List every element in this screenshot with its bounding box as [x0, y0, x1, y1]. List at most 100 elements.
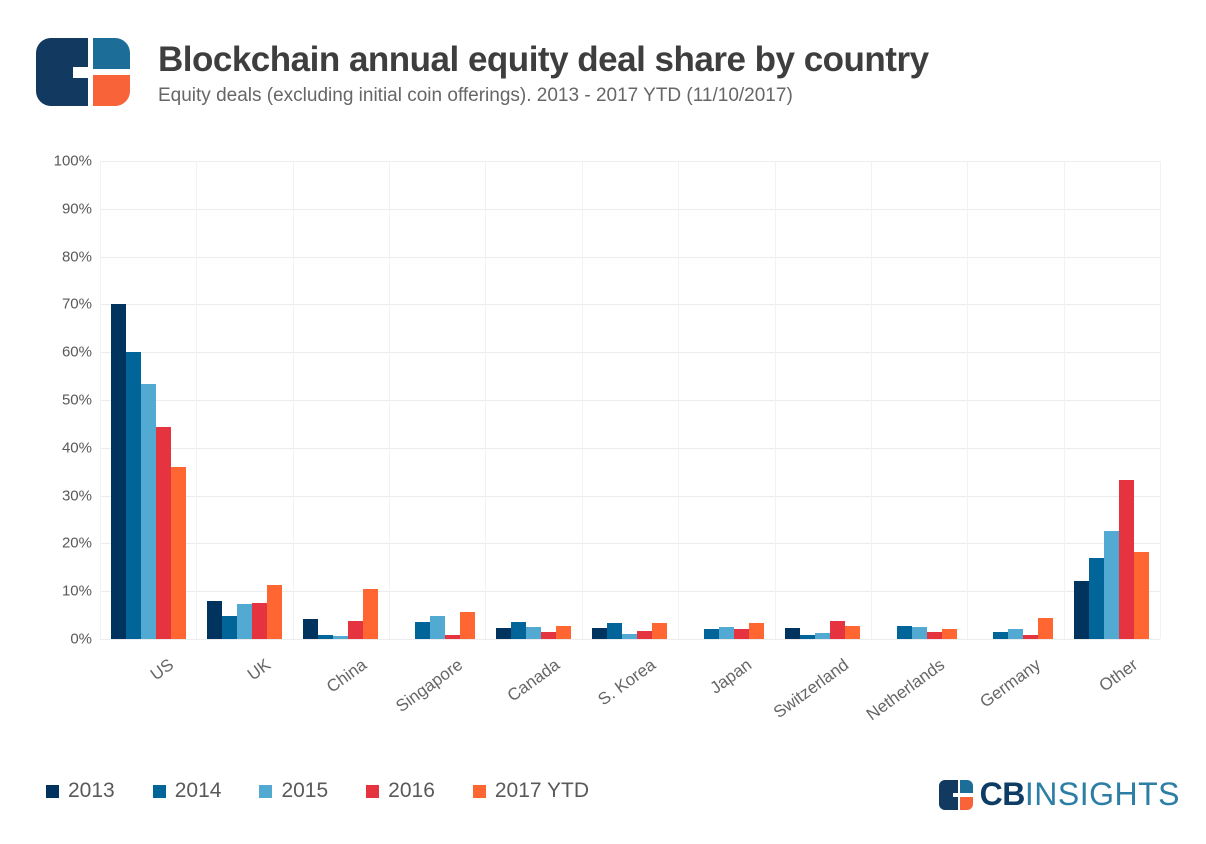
- category-boundary-line: [389, 161, 391, 639]
- bar-canada-2017-ytd: [556, 626, 572, 639]
- bar-other-2015: [1104, 530, 1120, 639]
- y-tick-label: 20%: [61, 534, 92, 552]
- legend-item-2017-ytd: 2017 YTD: [472, 779, 589, 803]
- bar-switzerland-2014: [800, 635, 816, 639]
- legend-label: 2013: [68, 779, 115, 802]
- gridline: [100, 543, 1160, 545]
- bar-canada-2016: [541, 631, 557, 639]
- legend-swatch-2017-ytd: [472, 784, 486, 798]
- bar-switzerland-2015: [815, 632, 831, 639]
- y-axis: 100% 90% 80% 70% 60% 50% 40% 30% 20% 10% 0%: [0, 153, 92, 648]
- y-tick-label: 90%: [61, 200, 92, 218]
- bar-uk-2014: [222, 616, 238, 639]
- title-block: Blockchain annual equity deal share by c…: [158, 38, 929, 107]
- bar-group-canada: [485, 161, 581, 639]
- bar-netherlands-2017-ytd: [941, 628, 957, 639]
- bar-singapore-2015: [429, 615, 445, 639]
- category-boundary-line: [581, 161, 583, 639]
- logo-c-shape: [938, 779, 958, 810]
- logo-blue-square: [959, 779, 973, 793]
- y-tick-label: 0%: [70, 630, 92, 648]
- category-boundary-line: [774, 161, 776, 639]
- bar-japan-2017-ytd: [748, 623, 764, 639]
- gridline: [100, 591, 1160, 593]
- gridline: [100, 256, 1160, 258]
- bar-canada-2013: [496, 628, 512, 639]
- bar-china-2013: [303, 619, 319, 639]
- bar-china-2016: [348, 621, 364, 639]
- x-axis: US UK China Singapore Canada S. Korea Japan Swi…: [0, 645, 1206, 765]
- gridline: [100, 639, 1160, 640]
- gridline: [100, 447, 1160, 449]
- gridline: [100, 495, 1160, 497]
- category-boundary-line: [1063, 161, 1065, 639]
- bar-canada-2014: [511, 622, 527, 639]
- category-boundary-line: [100, 161, 101, 639]
- bar-uk-2013: [207, 600, 223, 639]
- bar-other-2013: [1074, 581, 1090, 639]
- bar-japan-2016: [733, 628, 749, 639]
- gridline: [100, 352, 1160, 354]
- cbinsights-logo-icon: [36, 38, 130, 106]
- legend: 2013 2014 2015 2016 2017 YTD: [46, 779, 589, 803]
- bar-group-uk: [196, 161, 292, 639]
- legend-swatch-2014: [152, 784, 166, 798]
- category-boundary-line: [292, 161, 294, 639]
- logo-orange-square: [93, 75, 130, 106]
- gridline: [100, 400, 1160, 401]
- legend-item-2015: 2015: [259, 779, 328, 803]
- logo-notch: [952, 792, 958, 797]
- bar-other-2014: [1089, 558, 1105, 639]
- bar-uk-2015: [237, 604, 253, 639]
- bar-netherlands-2015: [911, 627, 927, 639]
- bar-singapore-2016: [444, 634, 460, 639]
- y-tick-label: 30%: [61, 487, 92, 505]
- bar-china-2014: [318, 635, 334, 639]
- category-boundary-line: [678, 161, 680, 639]
- bar-china-2015: [333, 636, 349, 639]
- bar-s-korea-2015: [622, 634, 638, 639]
- logo-notch: [73, 67, 88, 78]
- category-boundary-line: [485, 161, 487, 639]
- bar-group-china: [293, 161, 389, 639]
- bar-group-other: [1064, 161, 1160, 639]
- cbinsights-brand: CB INSIGHTS: [938, 776, 1180, 813]
- bar-s-korea-2017-ytd: [652, 623, 668, 639]
- bar-s-korea-2016: [637, 630, 653, 639]
- bar-s-korea-2013: [592, 628, 608, 639]
- bar-germany-2016: [1022, 635, 1038, 639]
- bar-us-2017-ytd: [170, 466, 186, 639]
- category-boundary-line: [1160, 161, 1161, 639]
- legend-swatch-2013: [46, 784, 59, 798]
- y-tick-label: 50%: [61, 391, 92, 409]
- legend-item-2014: 2014: [152, 779, 221, 803]
- y-tick-label: 70%: [61, 295, 92, 313]
- bar-switzerland-2013: [785, 628, 801, 639]
- bar-japan-2015: [718, 626, 734, 639]
- bar-group-germany: [967, 161, 1063, 639]
- category-boundary-line: [967, 161, 969, 639]
- brand-cb-text: CB: [979, 776, 1026, 812]
- bar-group-s-korea: [582, 161, 678, 639]
- chart-header: Blockchain annual equity deal share by c…: [36, 38, 929, 107]
- bar-germany-2017-ytd: [1037, 618, 1053, 639]
- bar-singapore-2017-ytd: [459, 612, 475, 639]
- y-tick-label: 60%: [61, 343, 92, 361]
- y-tick-label: 40%: [61, 439, 92, 457]
- category-boundary-line: [196, 161, 198, 639]
- bar-germany-2014: [992, 632, 1008, 639]
- bar-s-korea-2014: [607, 623, 623, 639]
- legend-swatch-2015: [259, 784, 273, 798]
- legend-item-2013: 2013: [46, 779, 115, 803]
- bar-group-switzerland: [775, 161, 871, 639]
- bar-uk-2017-ytd: [267, 585, 283, 639]
- category-boundary-line: [870, 161, 872, 639]
- bar-china-2017-ytd: [363, 589, 379, 639]
- legend-label: 2016: [388, 779, 435, 802]
- bar-group-netherlands: [871, 161, 967, 639]
- y-tick-label: 100%: [53, 152, 92, 170]
- bar-singapore-2014: [414, 622, 430, 639]
- bar-uk-2016: [252, 603, 268, 639]
